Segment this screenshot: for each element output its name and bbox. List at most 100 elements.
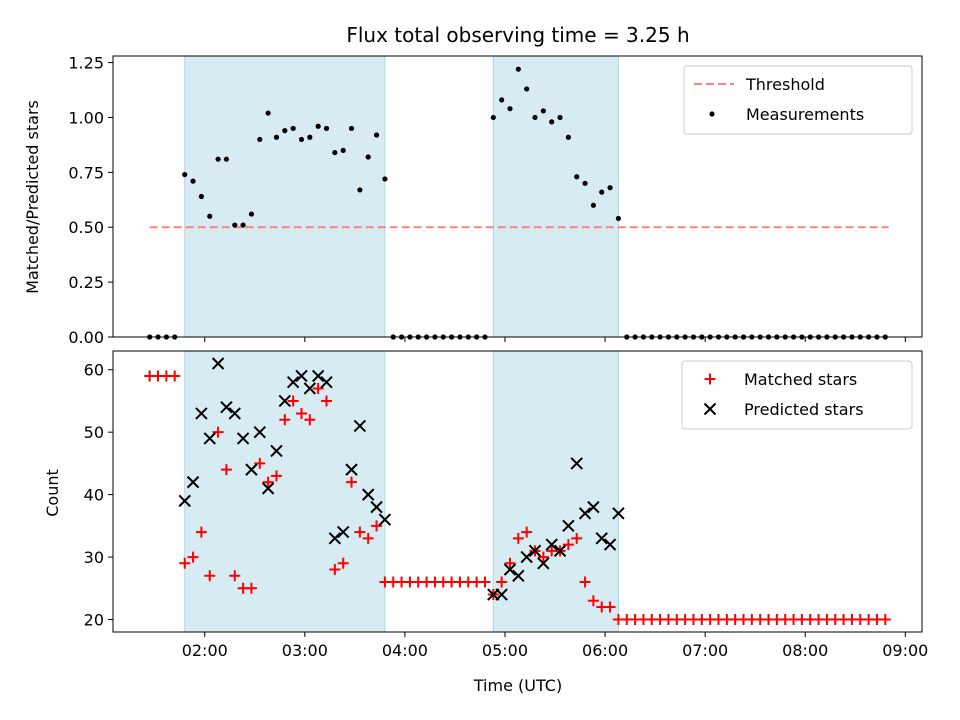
data-point: [565, 134, 571, 140]
data-point: [357, 187, 363, 193]
y-tick-label: 0.50: [68, 218, 104, 237]
data-point: [286, 376, 300, 389]
data-point: [512, 532, 524, 544]
data-point: [545, 538, 558, 551]
data-point: [207, 213, 213, 219]
data-point: [179, 557, 191, 569]
data-point: [287, 395, 299, 407]
data-point: [479, 576, 491, 588]
data-point: [187, 551, 199, 563]
data-point: [524, 86, 530, 92]
data-point: [220, 464, 232, 476]
data-point: [228, 407, 241, 420]
legend-box: [683, 65, 913, 135]
data-point: [215, 156, 221, 162]
data-point: [190, 178, 196, 184]
data-point: [515, 66, 521, 72]
legend-label: Threshold: [745, 75, 825, 94]
y-tick-label: 0.25: [68, 273, 104, 292]
data-point: [496, 576, 508, 588]
x-tick-label: 03:00: [282, 641, 328, 660]
data-point: [254, 457, 266, 469]
legend-swatch: [703, 402, 717, 416]
data-point: [521, 526, 533, 538]
data-point: [371, 520, 383, 532]
y-tick-label: 40: [84, 486, 104, 505]
data-point: [603, 538, 617, 551]
observing-window-2: [492, 350, 619, 633]
data-point: [579, 576, 591, 588]
data-point: [615, 215, 622, 222]
data-point: [273, 134, 280, 140]
observing-window-2: [492, 55, 619, 338]
data-point: [298, 136, 305, 143]
chart-title: Flux total observing time = 3.25 h: [346, 23, 689, 47]
data-point: [248, 211, 255, 217]
data-point: [570, 457, 583, 470]
data-point: [382, 176, 388, 182]
data-point: [278, 394, 292, 408]
y-tick-label: 50: [84, 423, 104, 442]
data-point: [311, 369, 325, 383]
x-tick-label: 06:00: [582, 641, 628, 660]
data-point: [270, 470, 282, 482]
data-point: [370, 500, 383, 514]
legend-label: Measurements: [746, 105, 864, 124]
data-point: [562, 539, 574, 551]
data-point: [204, 570, 216, 582]
data-point: [528, 544, 542, 558]
data-point: [332, 149, 338, 156]
data-point: [211, 357, 225, 370]
data-point: [220, 400, 233, 414]
data-point: [879, 614, 891, 626]
legend-label: Matched stars: [744, 370, 857, 389]
data-point: [282, 128, 288, 134]
data-point: [362, 488, 375, 501]
data-point: [223, 156, 230, 162]
x-axis-label: Time (UTC): [473, 676, 562, 695]
data-point: [532, 114, 538, 121]
data-point: [607, 185, 613, 191]
legend-swatch: [709, 111, 715, 117]
series-matched-stars: [144, 370, 891, 626]
x-tick-label: 07:00: [682, 641, 728, 660]
data-point: [373, 132, 380, 138]
data-point: [587, 500, 600, 514]
data-point: [549, 119, 555, 125]
data-point: [304, 414, 316, 426]
data-point: [553, 544, 567, 558]
data-point: [340, 147, 346, 153]
data-point: [578, 507, 592, 520]
data-point: [537, 551, 549, 563]
data-point: [503, 563, 517, 576]
data-point: [186, 475, 200, 489]
data-point: [229, 570, 241, 582]
data-point: [490, 114, 496, 121]
data-point: [236, 432, 250, 445]
data-point: [512, 569, 525, 583]
y-tick-label: 0.00: [68, 328, 104, 347]
data-point: [562, 519, 575, 533]
series-predicted-stars: [178, 357, 625, 601]
x-tick-label: 08:00: [782, 641, 828, 660]
plot-area: 0.00 0.25 0.50 0.75 1.00 1.25 Threshold Measure…: [68, 54, 928, 660]
top-y-axis-label: Matched/Predicted stars: [23, 100, 42, 294]
data-point: [345, 463, 358, 476]
legend-label: Predicted stars: [744, 400, 864, 419]
data-point: [504, 557, 516, 569]
data-point: [261, 482, 275, 495]
data-point: [495, 588, 508, 601]
data-point: [337, 557, 349, 569]
data-point: [328, 532, 342, 545]
y-tick-label: 0.75: [68, 163, 104, 182]
ratio-axes-frame: [112, 55, 923, 338]
data-point: [295, 407, 307, 419]
data-point: [537, 557, 550, 570]
data-point: [312, 382, 324, 394]
y-tick-label: 1.00: [68, 108, 104, 127]
x-tick-label: 04:00: [382, 641, 428, 660]
data-point: [571, 532, 583, 544]
data-point: [323, 125, 330, 132]
data-point: [262, 476, 274, 488]
